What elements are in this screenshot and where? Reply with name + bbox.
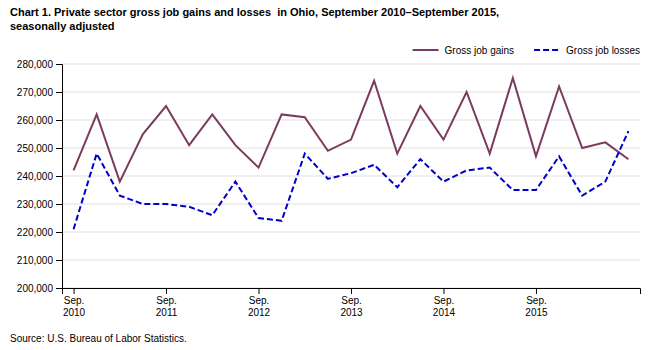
grid-line (62, 64, 640, 65)
legend-label: Gross job gains (445, 45, 514, 56)
tick-mark (56, 260, 62, 261)
tick: 270,000 (17, 87, 62, 98)
grid-line (62, 120, 640, 121)
legend-swatch (413, 49, 439, 51)
legend-swatch (534, 49, 560, 51)
axis-line (56, 65, 63, 289)
tick-mark (74, 288, 75, 294)
tick-label: Sep.2015 (525, 295, 548, 318)
legend-item: Gross job losses (534, 45, 640, 56)
grid-line (62, 176, 640, 177)
tick: Sep.2011 (156, 288, 178, 318)
tick-label: 260,000 (17, 115, 54, 126)
tick-mark (56, 232, 62, 233)
tick: Sep.2014 (433, 288, 456, 318)
grid (62, 64, 640, 288)
grid-line (62, 260, 640, 261)
tick-mark (56, 204, 62, 205)
tick-label: Sep.2010 (63, 295, 86, 318)
legend-label: Gross job losses (566, 45, 640, 56)
grid-line (62, 232, 640, 233)
tick-label: 200,000 (17, 283, 54, 294)
tick-mark (56, 148, 62, 149)
tick: Sep.2013 (340, 288, 363, 318)
tick-mark (56, 120, 62, 121)
tick-mark (56, 64, 62, 65)
annotation: Source: U.S. Bureau of Labor Statistics. (10, 333, 187, 344)
legend: Gross job gains Gross job losses (413, 45, 640, 56)
tick: 200,000 (17, 283, 62, 294)
tick-mark (166, 288, 167, 294)
tick-label: Sep.2014 (433, 295, 456, 318)
tick-label: 230,000 (17, 199, 54, 210)
lines (74, 78, 629, 229)
tick-mark (536, 288, 537, 294)
tick: Sep.2010 (63, 288, 86, 318)
tick: Sep.2012 (248, 288, 271, 318)
tick-mark (56, 176, 62, 177)
tick-label: Sep.2012 (248, 295, 271, 318)
tick-label: 250,000 (17, 143, 54, 154)
tick-mark (259, 288, 260, 294)
tick-mark (56, 288, 62, 289)
tick: Sep.2015 (525, 288, 548, 318)
tick: 260,000 (17, 115, 62, 126)
tick: 230,000 (17, 199, 62, 210)
tick-mark (351, 288, 352, 294)
y-axis: 200,000 210,000 220,000 230,000 240,000 250,0… (17, 59, 63, 294)
tick: 280,000 (17, 59, 62, 70)
tick-mark (443, 288, 444, 294)
x-axis: Sep.2010 Sep.2011 Sep.2012 Sep.2013 Sep.2014… (63, 288, 641, 318)
tick: 240,000 (17, 171, 62, 182)
tick-label: 220,000 (17, 227, 54, 238)
tick: 210,000 (17, 255, 62, 266)
tick: 250,000 (17, 143, 62, 154)
tick-label: Sep.2013 (340, 295, 363, 318)
chart: Chart 1. Private sector gross job gains … (0, 0, 660, 350)
axis-line (63, 289, 641, 295)
tick-label: 240,000 (17, 171, 54, 182)
tick: 220,000 (17, 227, 62, 238)
plot: 200,000 210,000 220,000 230,000 240,000 250,0… (17, 59, 641, 318)
series-line (74, 78, 629, 182)
tick-mark (56, 92, 62, 93)
tick-label: 270,000 (17, 87, 54, 98)
series-line (74, 131, 629, 229)
grid-line (62, 148, 640, 149)
tick-label: 210,000 (17, 255, 54, 266)
tick-label: 280,000 (17, 59, 54, 70)
tick-label: Sep.2011 (156, 295, 178, 318)
legend-item: Gross job gains (413, 45, 514, 56)
grid-line (62, 92, 640, 93)
title: Chart 1. Private sector gross job gains … (10, 6, 499, 32)
